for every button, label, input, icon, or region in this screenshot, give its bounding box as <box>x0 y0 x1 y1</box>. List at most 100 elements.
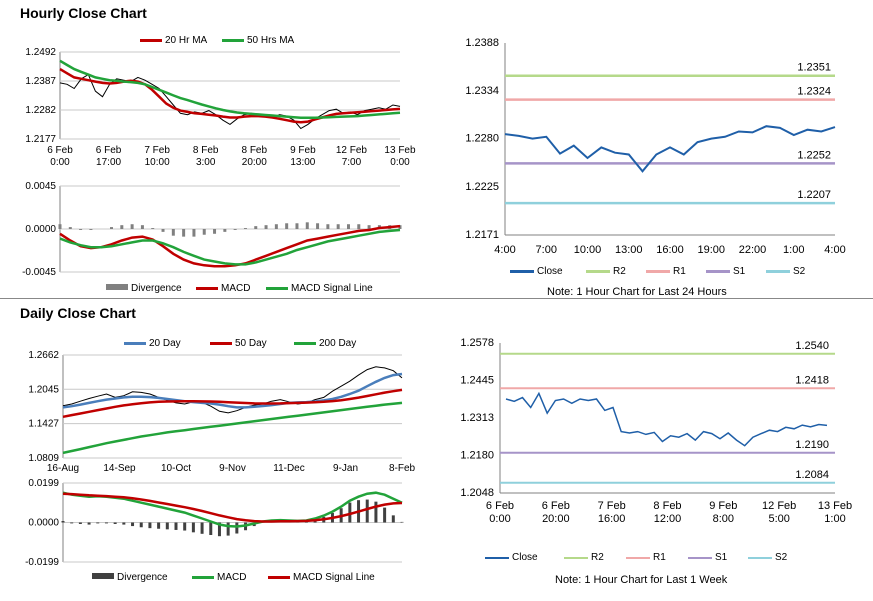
daily-price-xtick: 16-Aug <box>47 463 79 474</box>
daily-price-legend-swatch <box>124 342 146 345</box>
daily-week-ytick: 1.2048 <box>460 487 494 499</box>
hourly-macd-legend-label: Divergence <box>131 283 182 294</box>
daily-macd-legend-label: Divergence <box>117 572 168 583</box>
hourly-price-xtick: 17:00 <box>96 157 121 168</box>
hourly-24h-xtick: 10:00 <box>574 244 602 256</box>
hourly-price-xtick: 7 Feb <box>144 145 170 156</box>
daily-macd-ytick: -0.0199 <box>25 557 59 568</box>
daily-price-xtick: 8-Feb <box>389 463 416 474</box>
hourly-24h-level-label: 1.2324 <box>797 86 831 98</box>
hourly-24h-ytick: 1.2388 <box>465 37 499 49</box>
daily-week-close-line <box>505 391 828 447</box>
daily-macd-legend-swatch <box>92 573 114 579</box>
hourly-macd-ytick: 0.0045 <box>25 181 56 192</box>
hourly-24h-legend-swatch <box>510 270 534 273</box>
hourly-24h-legend-label: R2 <box>613 266 626 277</box>
hourly-24h-xtick: 22:00 <box>739 244 767 256</box>
hourly-24h-legend-label: R1 <box>673 266 686 277</box>
hourly-section-title: Hourly Close Chart <box>20 5 147 21</box>
daily-price-ytick: 1.1427 <box>28 419 59 430</box>
hourly-price-xtick: 12 Feb <box>336 145 368 156</box>
daily-week-xtick: 9 Feb <box>709 500 737 512</box>
hourly-24h-legend-label: Close <box>537 266 563 277</box>
hourly-macd-series-line <box>59 228 401 266</box>
daily-price-series-line <box>62 388 403 419</box>
daily-macd-legend-swatch <box>192 576 214 579</box>
daily-week-ytick: 1.2445 <box>460 375 494 387</box>
daily-price-series-line <box>62 366 403 414</box>
daily-week-legend-swatch <box>748 557 772 559</box>
daily-week-xtick: 6 Feb <box>542 500 570 512</box>
daily-week-legend-swatch <box>485 557 509 559</box>
daily-week-level-label: 1.2418 <box>795 374 829 386</box>
hourly-24h-level-label: 1.2351 <box>797 62 831 74</box>
daily-price-legend-swatch <box>210 342 232 345</box>
hourly-macd-legend-label: MACD <box>221 283 250 294</box>
hourly-price-legend-swatch <box>222 39 244 42</box>
hourly-price-xtick: 13:00 <box>290 157 315 168</box>
section-divider <box>0 298 873 299</box>
hourly-price-xtick: 20:00 <box>242 157 267 168</box>
daily-macd-series-line <box>62 492 403 523</box>
hourly-24h-xtick: 19:00 <box>697 244 725 256</box>
hourly-price-xtick: 8 Feb <box>193 145 219 156</box>
daily-price-xtick: 9-Jan <box>333 463 358 474</box>
daily-week-xtick: 13 Feb <box>818 500 852 512</box>
hourly-price-xtick: 13 Feb <box>384 145 416 156</box>
hourly-24h-close-line <box>504 125 836 173</box>
hourly-price-xtick: 0:00 <box>50 157 70 168</box>
hourly-24h-xtick: 13:00 <box>615 244 643 256</box>
hourly-macd-legend-swatch <box>266 287 288 290</box>
hourly-macd-ytick: -0.0045 <box>22 267 56 278</box>
daily-week-legend-swatch <box>626 557 650 559</box>
hourly-price-ytick: 1.2387 <box>25 76 56 87</box>
daily-week-xtick: 8:00 <box>713 513 734 525</box>
hourly-price-ytick: 1.2177 <box>25 134 56 145</box>
daily-week-xtick: 16:00 <box>598 513 626 525</box>
hourly-24h-legend-swatch <box>586 270 610 273</box>
daily-week-xtick: 12:00 <box>654 513 682 525</box>
hourly-24h-ytick: 1.2225 <box>465 181 499 193</box>
daily-price-legend-swatch <box>294 342 316 345</box>
daily-price-ytick: 1.0809 <box>28 453 59 464</box>
daily-price-legend-label: 20 Day <box>149 338 181 349</box>
hourly-24h-ytick: 1.2280 <box>465 133 499 145</box>
daily-week-note: Note: 1 Hour Chart for Last 1 Week <box>555 574 728 586</box>
daily-price-legend-label: 200 Day <box>319 338 356 349</box>
hourly-24h-xtick: 1:00 <box>783 244 804 256</box>
hourly-24h-legend-swatch <box>646 270 670 273</box>
daily-week-ytick: 1.2578 <box>460 337 494 349</box>
daily-price-xtick: 10-Oct <box>161 463 191 474</box>
daily-week-xtick: 12 Feb <box>762 500 796 512</box>
hourly-24h-xtick: 16:00 <box>656 244 684 256</box>
hourly-price-legend-swatch <box>140 39 162 42</box>
daily-price-series-line <box>62 401 403 455</box>
hourly-24h-ytick: 1.2171 <box>465 229 499 241</box>
hourly-price-xtick: 3:00 <box>196 157 216 168</box>
hourly-price-xtick: 7:00 <box>342 157 362 168</box>
daily-week-legend-swatch <box>564 557 588 559</box>
daily-macd-ytick: 0.0000 <box>28 518 59 529</box>
hourly-24h-legend-label: S2 <box>793 266 806 277</box>
hourly-macd-legend-swatch <box>196 287 218 290</box>
hourly-price-series-line <box>59 68 401 124</box>
hourly-price-xtick: 6 Feb <box>47 145 73 156</box>
hourly-24h-legend-label: S1 <box>733 266 746 277</box>
daily-macd-legend-label: MACD Signal Line <box>293 572 375 583</box>
hourly-24h-legend-swatch <box>706 270 730 273</box>
hourly-24h-note: Note: 1 Hour Chart for Last 24 Hours <box>547 286 727 298</box>
hourly-price-legend-label: 20 Hr MA <box>165 35 208 46</box>
hourly-price-xtick: 9 Feb <box>290 145 316 156</box>
hourly-macd-series-line <box>59 224 401 268</box>
hourly-24h-xtick: 4:00 <box>824 244 845 256</box>
daily-price-xtick: 14-Sep <box>103 463 136 474</box>
hourly-price-xtick: 0:00 <box>390 157 410 168</box>
hourly-price-ytick: 1.2492 <box>25 47 56 58</box>
hourly-24h-xtick: 4:00 <box>494 244 515 256</box>
daily-week-xtick: 7 Feb <box>598 500 626 512</box>
hourly-price-series-line <box>59 59 401 119</box>
hourly-24h-level-label: 1.2207 <box>797 189 831 201</box>
daily-week-xtick: 5:00 <box>768 513 789 525</box>
daily-section-title: Daily Close Chart <box>20 305 136 321</box>
